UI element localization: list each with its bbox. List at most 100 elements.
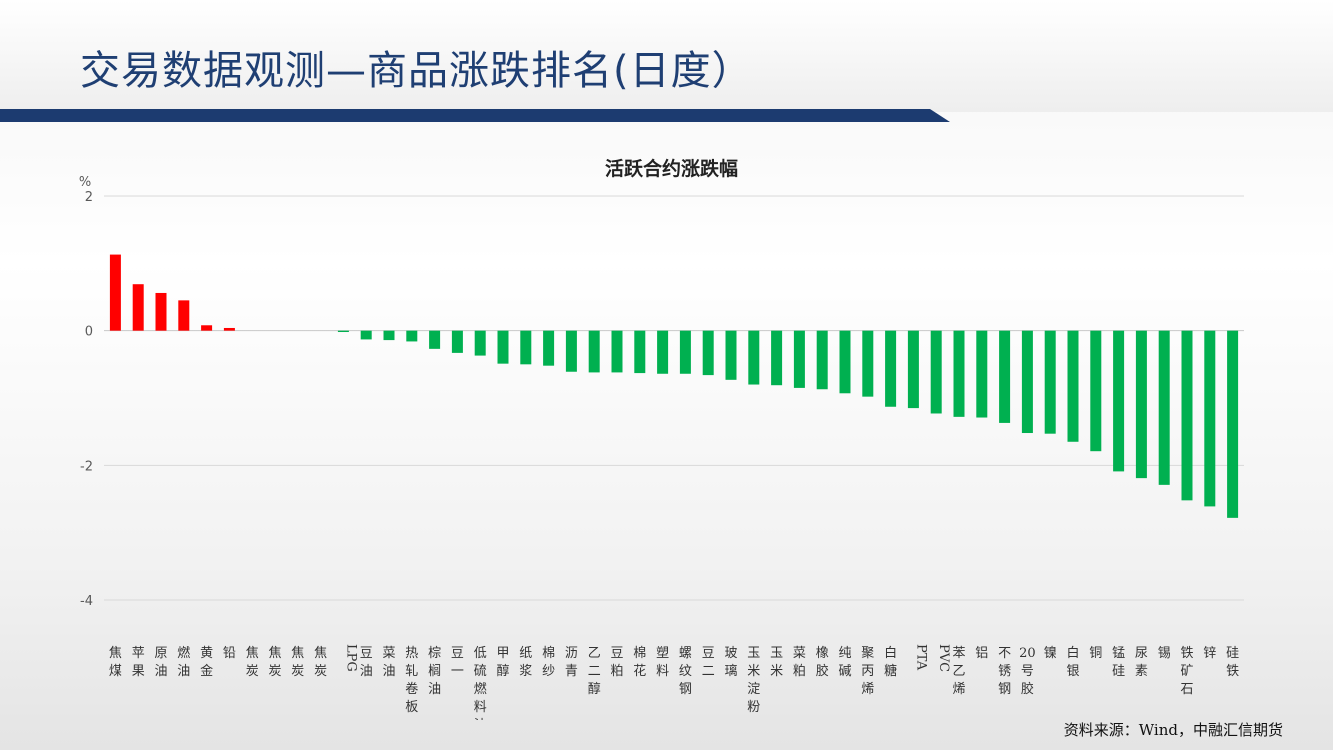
x-tick-label: 豆油: [360, 646, 373, 679]
x-tick-label: 豆粕: [610, 646, 623, 679]
bar: [1135, 330, 1147, 479]
bar: [634, 330, 646, 374]
x-tick-label: 焦煤: [109, 646, 122, 679]
bar: [155, 292, 167, 331]
x-tick-label: 苹果: [132, 646, 145, 679]
bar: [520, 330, 532, 365]
bar: [725, 330, 737, 380]
page-title: 交易数据观测—商品涨跌排名(日度）: [80, 48, 753, 94]
x-tick-label: 乙二醇: [588, 646, 601, 697]
bar: [1044, 330, 1056, 434]
bar: [1090, 330, 1102, 452]
bar: [543, 330, 555, 366]
bar: [429, 330, 441, 349]
bar: [885, 330, 897, 407]
x-tick-label: 纸浆: [519, 646, 532, 679]
bar: [1204, 330, 1216, 507]
bar: [1067, 330, 1079, 442]
x-tick-label: 甲醇: [496, 646, 509, 679]
bar: [223, 327, 235, 331]
bar: [588, 330, 600, 373]
bar: [702, 330, 714, 376]
x-tick-label: 铜: [1089, 646, 1102, 661]
x-tick-label: 原油: [154, 646, 167, 679]
bar: [497, 330, 509, 364]
x-tick-label: 铁矿石: [1180, 646, 1193, 697]
bar: [109, 254, 121, 331]
x-tick-label: 热轧卷板: [405, 646, 418, 715]
bar: [178, 300, 190, 331]
x-tick-label: 尿素: [1135, 646, 1148, 679]
x-tick-label: 锌: [1203, 646, 1216, 661]
bar: [406, 330, 418, 342]
x-tick-label: 焦炭: [246, 646, 259, 679]
bar: [565, 330, 577, 372]
x-tick-label: 棉花: [633, 646, 646, 679]
x-tick-label: 白糖: [884, 645, 897, 679]
header-band: [0, 0, 1333, 112]
y-tick-label: -4: [80, 594, 93, 609]
x-tick-label: 不锈钢: [998, 646, 1011, 697]
bar: [862, 330, 874, 397]
x-tick-label: 玻璃: [724, 646, 737, 679]
chart-title: 活跃合约涨跌幅: [604, 158, 738, 180]
bar: [657, 330, 669, 374]
x-tick-label: 橡胶: [816, 646, 829, 679]
x-tick-label: 玉米: [770, 646, 783, 679]
x-tick-label: 聚丙烯: [861, 646, 874, 697]
x-tick-label: 玉米淀粉: [747, 646, 760, 715]
bar: [451, 330, 463, 353]
x-tick-label: LPG: [343, 644, 358, 672]
bar: [611, 330, 623, 373]
x-tick-label: 苯乙烯: [952, 646, 965, 697]
x-tick-label: PTA: [913, 644, 928, 671]
x-tick-label: 硅铁: [1226, 646, 1239, 679]
bar: [976, 330, 988, 418]
bar: [1021, 330, 1033, 434]
x-tick-label: 20 号胶: [1019, 646, 1036, 697]
x-tick-label: 锰硅: [1112, 646, 1125, 679]
x-tick-label: 燃油: [177, 645, 190, 679]
source-note: 资料来源：Wind，中融汇信期货: [1063, 721, 1283, 739]
x-tick-label: 锡: [1158, 646, 1171, 661]
bar: [1158, 330, 1170, 485]
x-tick-label: 黄金: [200, 646, 213, 679]
x-tick-label: 低硫燃料油: [474, 646, 487, 720]
bar: [907, 330, 919, 409]
x-tick-label: 棉纱: [542, 646, 555, 679]
x-tick-label: 纯碱: [838, 646, 851, 679]
bar: [1113, 330, 1125, 472]
x-tick-label: 螺纹钢: [679, 646, 692, 697]
bar: [132, 284, 144, 331]
x-tick-label: 塑料: [656, 646, 669, 679]
x-tick-label: 焦炭: [314, 646, 327, 679]
x-tick-label: 铅: [223, 646, 236, 661]
bar: [679, 330, 691, 374]
bar: [337, 330, 349, 333]
bar: [383, 330, 395, 341]
bar: [839, 330, 851, 394]
bar: [816, 330, 828, 390]
bar: [953, 330, 965, 417]
bar: [1227, 330, 1239, 518]
x-tick-label: 铝: [975, 646, 988, 661]
bar: [999, 330, 1011, 423]
bar: [1181, 330, 1193, 501]
bar: [360, 330, 372, 340]
bar: [474, 330, 486, 356]
y-axis-unit-label: %: [79, 175, 91, 190]
x-tick-label: PVC: [936, 644, 951, 672]
bar: [793, 330, 805, 388]
x-tick-label: 豆二: [702, 646, 715, 679]
bar: [201, 325, 213, 331]
x-tick-label: 沥青: [565, 646, 578, 679]
bar: [771, 330, 783, 386]
chart-area: 2 0 -2 -4% 焦煤 苹果 原油 燃油 黄金铅焦炭 焦炭 焦炭 焦炭 LPG 豆油 菜油 热轧卷板 棕榈油…: [0, 130, 1333, 720]
y-tick-label: 0: [85, 325, 93, 340]
bar: [930, 330, 942, 414]
x-tick-label: 焦炭: [268, 646, 281, 679]
x-tick-label: 焦炭: [291, 646, 304, 679]
title-underline-bar: [0, 109, 950, 122]
y-tick-label: 2: [85, 190, 93, 205]
